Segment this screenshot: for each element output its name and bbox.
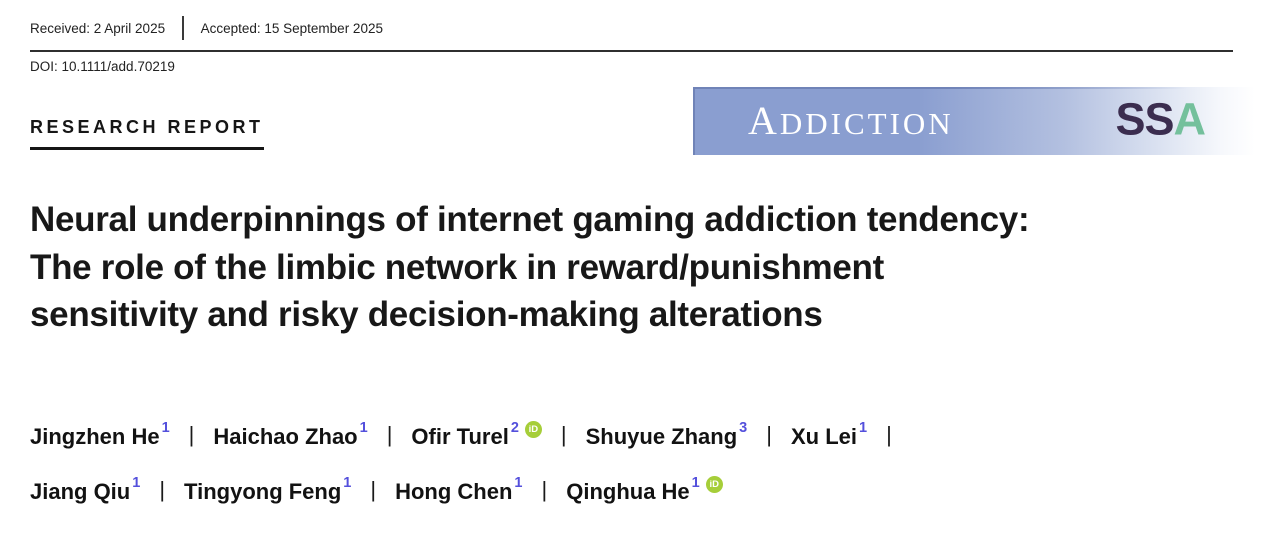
article-title-line-1: Neural underpinnings of internet gaming … <box>30 200 1030 239</box>
author-name: Haichao Zhao <box>213 423 358 449</box>
journal-banner: ADDICTION SSA <box>693 87 1255 155</box>
author-separator: | <box>370 476 377 502</box>
author: Shuyue Zhang 3 <box>585 419 748 449</box>
author-separator: | <box>766 421 772 447</box>
orcid-icon[interactable]: iD <box>705 476 723 493</box>
article-type-label: RESEARCH REPORT <box>30 117 264 150</box>
author-separator: | <box>560 421 567 447</box>
article-title: Neural underpinnings of internet gaming … <box>30 196 1030 339</box>
dates-row: Received: 2 April 2025 Accepted: 15 Sept… <box>30 16 383 40</box>
article-title-line-3: sensitivity and risky decision-making al… <box>30 295 823 334</box>
author: Tingyong Feng 1 <box>184 474 352 504</box>
header-rule <box>30 50 1233 52</box>
author: Qinghua He 1 iD <box>566 475 723 505</box>
article-title-line-2: The role of the limbic network in reward… <box>30 247 884 287</box>
doi-text: DOI: 10.1111/add.70219 <box>30 59 175 74</box>
dates-divider <box>182 16 184 40</box>
orcid-icon[interactable]: iD <box>524 421 542 438</box>
author-name: Qinghua He <box>566 478 690 504</box>
journal-name: ADDICTION <box>748 98 954 143</box>
ssa-logo-a: A <box>1173 93 1206 145</box>
author-separator: | <box>188 421 195 447</box>
author-name: Shuyue Zhang <box>585 423 738 449</box>
author-name: Hong Chen <box>395 478 513 504</box>
author-name: Xu Lei <box>790 423 857 449</box>
author-list: Jingzhen He 1 | Haichao Zhao 1 | Ofir Turel 2 iD… <box>30 420 911 530</box>
author: Hong Chen 1 <box>395 474 523 504</box>
author: Ofir Turel 2 iD <box>411 420 542 450</box>
accepted-date: Accepted: 15 September 2025 <box>200 20 383 36</box>
author-name: Jingzhen He <box>30 423 160 449</box>
author-name: Jiang Qiu <box>30 478 131 504</box>
author-row: Jiang Qiu 1 | Tingyong Feng 1 | Hong Chen 1 | Qin… <box>30 475 911 508</box>
author-name: Ofir Turel <box>411 423 509 449</box>
author: Jingzhen He 1 <box>30 419 170 449</box>
author-separator: | <box>159 476 166 502</box>
ssa-logo-ss: SS <box>1115 93 1174 145</box>
author-row: Jingzhen He 1 | Haichao Zhao 1 | Ofir Turel 2 iD… <box>30 420 911 453</box>
author-name: Tingyong Feng <box>184 478 342 504</box>
author-separator: | <box>541 476 548 502</box>
author: Xu Lei 1 <box>790 419 868 449</box>
author: Haichao Zhao 1 <box>213 419 368 449</box>
author-separator: | <box>386 421 393 447</box>
received-date: Received: 2 April 2025 <box>30 20 166 36</box>
ssa-society-logo: SSA <box>1115 93 1206 145</box>
author-separator: | <box>886 421 892 447</box>
author: Jiang Qiu 1 <box>30 474 141 504</box>
